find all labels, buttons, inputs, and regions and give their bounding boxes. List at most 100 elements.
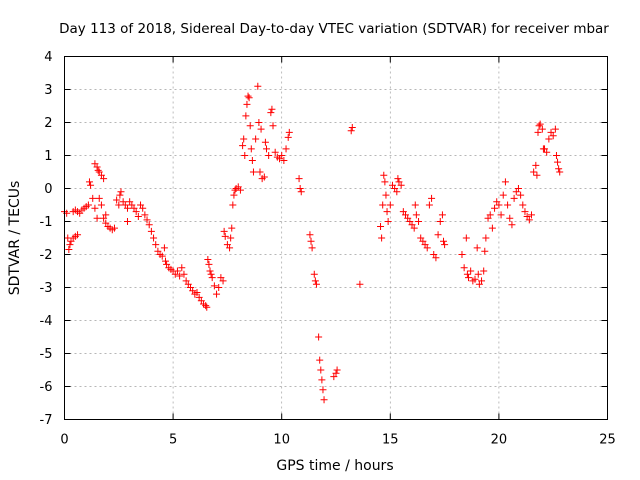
data-point <box>506 214 514 222</box>
data-point <box>244 92 252 100</box>
y-tick-label: 2 <box>44 116 52 131</box>
data-point <box>160 244 168 252</box>
data-point <box>161 257 169 265</box>
data-point <box>205 260 213 268</box>
data-point <box>428 194 436 202</box>
data-point <box>93 163 101 171</box>
data-point <box>97 201 105 209</box>
data-point <box>242 112 250 120</box>
data-point <box>497 211 505 219</box>
x-tick-label: 15 <box>382 433 399 448</box>
data-point <box>356 280 364 288</box>
data-point <box>249 168 257 176</box>
data-point <box>525 216 533 224</box>
data-point <box>384 218 392 225</box>
data-point <box>236 186 244 194</box>
data-point <box>393 188 401 196</box>
data-point <box>380 171 388 179</box>
data-point <box>320 396 328 404</box>
data-point <box>317 366 325 374</box>
y-tick-label: 1 <box>44 149 52 164</box>
data-point <box>220 227 228 235</box>
data-point <box>123 204 131 212</box>
y-tick-label: 3 <box>44 83 52 98</box>
data-point <box>536 120 544 128</box>
data-point <box>139 204 147 212</box>
data-point <box>306 231 314 239</box>
data-point <box>202 302 210 310</box>
data-point <box>397 181 405 189</box>
data-point <box>240 135 248 143</box>
data-point <box>495 201 503 209</box>
data-point <box>473 244 481 252</box>
data-point <box>545 135 553 143</box>
data-point <box>207 270 215 278</box>
y-tick-label: -2 <box>40 248 53 263</box>
data-point <box>265 152 273 159</box>
data-point <box>257 125 265 133</box>
data-point <box>210 282 218 290</box>
data-point <box>74 231 82 239</box>
data-point <box>381 178 389 186</box>
data-point <box>514 185 522 192</box>
data-point <box>180 270 188 278</box>
data-point <box>95 194 103 202</box>
data-point <box>215 284 223 291</box>
data-point <box>383 208 391 216</box>
data-point <box>488 224 496 232</box>
data-point <box>432 254 440 262</box>
data-point <box>480 267 488 275</box>
data-point <box>347 127 355 135</box>
data-point <box>423 244 431 252</box>
data-point <box>143 216 151 224</box>
plot-frame <box>64 56 608 420</box>
data-point <box>551 125 559 133</box>
data-point <box>84 201 92 209</box>
data-point <box>411 201 419 209</box>
data-point <box>261 138 269 146</box>
data-point <box>173 267 181 275</box>
data-point <box>382 191 390 199</box>
data-point <box>282 145 290 153</box>
data-point <box>285 128 293 136</box>
data-point <box>386 201 394 209</box>
data-point <box>116 191 124 199</box>
grid <box>64 56 608 420</box>
data-point <box>319 386 327 394</box>
data-point <box>280 156 288 164</box>
data-point <box>519 201 527 209</box>
data-point <box>434 231 442 239</box>
x-tick-label: 10 <box>273 433 290 448</box>
data-point <box>65 246 73 254</box>
data-point <box>85 178 93 186</box>
data-point <box>508 221 516 229</box>
data-point <box>296 185 304 192</box>
data-point <box>226 244 234 252</box>
data-point <box>245 94 253 102</box>
data-point <box>458 251 466 258</box>
data-point <box>193 288 201 296</box>
data-point <box>312 280 320 288</box>
data-series <box>61 82 564 404</box>
data-point <box>543 148 551 156</box>
data-point <box>123 218 131 225</box>
data-point <box>100 175 108 183</box>
data-point <box>213 290 221 298</box>
data-point <box>556 168 564 176</box>
data-point <box>295 175 303 183</box>
data-point <box>230 191 238 199</box>
data-point <box>471 275 479 283</box>
data-point <box>145 221 153 229</box>
data-point <box>499 191 507 199</box>
data-point <box>554 158 562 166</box>
data-point <box>110 224 118 232</box>
data-point <box>93 214 101 222</box>
data-point <box>132 208 140 216</box>
data-point <box>415 218 423 225</box>
data-point <box>267 109 275 117</box>
x-tick-label: 20 <box>491 433 508 448</box>
data-point <box>256 168 264 176</box>
x-tick-label: 5 <box>169 433 177 448</box>
data-point <box>206 267 214 275</box>
